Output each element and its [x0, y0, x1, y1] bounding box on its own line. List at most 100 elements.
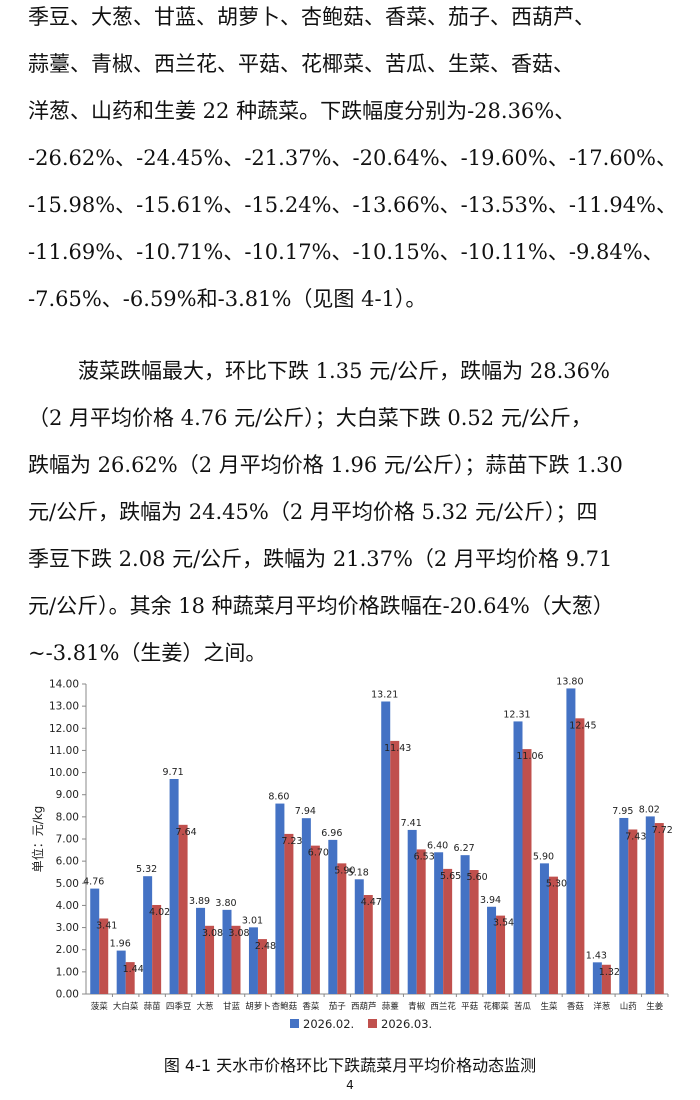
y-tick-label: 0.00	[56, 989, 79, 1001]
y-tick-label: 8.00	[56, 811, 79, 823]
bar-feb	[328, 839, 338, 994]
data-label: 1.96	[110, 939, 131, 950]
data-label: 7.23	[281, 836, 302, 847]
bar-mar	[284, 833, 294, 994]
bar-feb	[513, 721, 523, 994]
paragraph-top-decliners: 菠菜跌幅最大，环比下跌 1.35 元/公斤，跌幅为 28.36% （2 月平均价…	[28, 348, 676, 677]
bar-mar	[548, 876, 558, 994]
data-label: 11.43	[384, 743, 411, 754]
data-label: 3.94	[480, 895, 501, 906]
data-label: 1.44	[123, 964, 144, 975]
x-tick-label: 苦瓜	[514, 1001, 532, 1012]
data-label: 6.96	[321, 828, 342, 839]
text-line: 洋葱、山药和生姜 22 种蔬菜。下跌幅度分别为-28.36%、	[28, 99, 576, 123]
bar-mar	[205, 925, 215, 994]
bar-mar	[125, 962, 135, 994]
data-label: 3.89	[189, 896, 210, 907]
data-label: 1.43	[586, 950, 607, 961]
bar-feb	[381, 701, 391, 994]
data-label: 3.54	[493, 918, 514, 929]
data-label: 5.18	[348, 867, 369, 878]
data-label: 4.47	[361, 897, 382, 908]
data-label: 3.08	[228, 928, 249, 939]
bar-feb	[248, 927, 258, 994]
x-tick-label: 西兰花	[430, 1001, 456, 1012]
x-tick-label: 西葫芦	[351, 1001, 377, 1012]
bar-feb	[619, 817, 629, 994]
text-line: 菠菜跌幅最大，环比下跌 1.35 元/公斤，跌幅为 28.36%	[78, 359, 610, 383]
data-label: 7.72	[652, 825, 673, 836]
bar-mar	[178, 824, 188, 994]
y-tick-label: 14.00	[49, 679, 79, 691]
x-tick-label: 甘蓝	[223, 1001, 241, 1012]
x-tick-label: 青椒	[408, 1001, 426, 1012]
bar-feb	[90, 888, 100, 994]
data-label: 13.21	[371, 689, 398, 700]
bar-mar	[310, 845, 320, 994]
legend-swatch-mar	[368, 1019, 377, 1028]
data-label: 5.60	[467, 872, 488, 883]
bar-mar	[257, 939, 267, 994]
data-label: 12.31	[503, 709, 530, 720]
text-line: 元/公斤，跌幅为 24.45%（2 月平均价格 5.32 元/公斤）；四	[28, 500, 598, 524]
bar-mar	[337, 863, 347, 994]
bar-mar	[390, 740, 400, 994]
data-label: 4.76	[83, 877, 104, 888]
x-tick-label: 香菜	[302, 1001, 320, 1012]
text-line: -11.69%、-10.71%、-10.17%、-10.15%、-10.11%、…	[28, 240, 664, 264]
data-label: 9.71	[163, 767, 184, 778]
data-label: 5.65	[440, 871, 461, 882]
bar-feb	[539, 863, 549, 994]
text-line: -7.65%、-6.59%和-3.81%（见图 4-1）。	[28, 287, 427, 311]
data-label: 3.08	[202, 928, 223, 939]
bar-mar	[496, 915, 506, 994]
bar-mar	[231, 925, 241, 994]
bar-feb	[116, 950, 126, 994]
text-line: ~-3.81%（生姜）之间。	[28, 641, 267, 665]
data-label: 3.80	[215, 898, 236, 909]
y-tick-label: 10.00	[49, 767, 79, 779]
y-tick-label: 3.00	[56, 922, 79, 934]
x-tick-label: 平菇	[461, 1001, 479, 1012]
data-label: 8.02	[639, 804, 660, 815]
y-tick-label: 11.00	[49, 745, 79, 757]
data-label: 13.80	[556, 676, 583, 687]
legend-label: 2026.02.	[303, 1017, 354, 1031]
bar-feb	[487, 906, 497, 994]
data-label: 3.41	[96, 920, 117, 931]
x-tick-label: 生菜	[540, 1001, 558, 1012]
y-tick-label: 12.00	[49, 723, 79, 735]
paragraph-vegetable-list: 季豆、大葱、甘蓝、胡萝卜、杏鲍菇、香菜、茄子、西葫芦、 蒜薹、青椒、西兰花、平菇…	[28, 0, 678, 323]
x-tick-label: 胡萝卜	[245, 1001, 271, 1012]
text-line: （2 月平均价格 4.76 元/公斤）；大白菜下跌 0.52 元/公斤，	[28, 406, 592, 430]
y-tick-label: 1.00	[56, 966, 79, 978]
bar-feb	[645, 816, 655, 994]
x-tick-label: 菠菜	[91, 1001, 109, 1012]
bar-feb	[460, 855, 470, 994]
bar-mar	[99, 918, 109, 994]
legend-swatch-feb	[290, 1019, 299, 1028]
data-label: 5.90	[533, 851, 554, 862]
y-axis-label: 单位：元/kg	[30, 806, 45, 873]
legend-label: 2026.03.	[381, 1017, 432, 1031]
data-label: 7.43	[625, 831, 646, 842]
bar-mar	[469, 870, 479, 994]
data-label: 7.64	[176, 827, 197, 838]
bar-feb	[566, 688, 576, 994]
data-label: 7.94	[295, 806, 316, 817]
y-tick-label: 4.00	[56, 900, 79, 912]
price-bar-chart: 0.00 1.00 2.00 3.00 4.00 5.00 6.00 7.00 8.00 9.00…	[30, 676, 673, 1031]
bar-feb	[275, 803, 285, 994]
x-tick-label: 生姜	[646, 1001, 664, 1012]
bar-mar	[575, 718, 585, 994]
y-tick-label: 13.00	[49, 701, 79, 713]
figure-caption: 图 4-1 天水市价格环比下跌蔬菜月平均价格动态监测	[163, 1056, 537, 1075]
y-tick-label: 2.00	[56, 944, 79, 956]
bar-mar	[601, 964, 611, 994]
data-label: 2.48	[255, 941, 276, 952]
y-tick-label: 5.00	[56, 878, 79, 890]
data-label: 6.27	[454, 843, 475, 854]
data-label: 6.40	[427, 840, 448, 851]
text-line: -15.98%、-15.61%、-15.24%、-13.66%、-13.53%、…	[28, 193, 678, 217]
x-tick-label: 大葱	[197, 1001, 214, 1012]
